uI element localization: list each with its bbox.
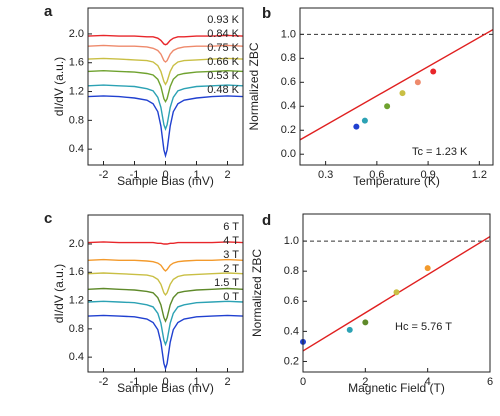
y-tick-label: 0.2 (281, 124, 296, 136)
x-tick-label: 0 (162, 376, 168, 388)
spectrum-line (88, 258, 243, 272)
spectrum-line (88, 44, 243, 63)
y-tick-label: 1.0 (284, 235, 299, 247)
series-label: 0.75 K (207, 42, 239, 54)
series-label: 0.48 K (207, 84, 239, 96)
spectrum-line (88, 287, 243, 323)
y-tick-label: 1.2 (69, 85, 84, 97)
series-label: 0 T (223, 291, 239, 303)
data-point (353, 123, 360, 130)
x-tick-label: -2 (99, 376, 109, 388)
x-tick-label: 2 (224, 376, 230, 388)
data-point (384, 103, 391, 110)
panel: a -2 -1 0 1 2 0.4 0.8 1.2 1.6 2.0 Sample Bias (mV) d… (44, 3, 244, 188)
panel-label: d (262, 212, 271, 229)
x-tick-label: 4 (425, 376, 431, 388)
plot-frame (87, 214, 244, 373)
series-label: 0.84 K (207, 28, 239, 40)
y-tick-label: 2.0 (69, 238, 84, 250)
annotation: Tc = 1.23 K (412, 146, 468, 158)
y-tick-label: 0.6 (281, 76, 296, 88)
x-axis-label: Temperature (K) (353, 174, 440, 188)
y-tick-label: 0.6 (284, 295, 299, 307)
x-tick-label: -1 (130, 169, 140, 181)
data-point (399, 90, 406, 97)
y-tick-label: 0.2 (284, 355, 299, 367)
spectrum-line (88, 69, 243, 104)
y-axis-label: Normalized ZBC (250, 249, 264, 337)
data-point (414, 79, 421, 86)
series-label: 0.66 K (207, 56, 239, 68)
annotation: Hc = 5.76 T (395, 321, 452, 333)
panel: b 0.3 0.6 0.9 1.2 0.0 0.2 0.4 0.6 0.8 1.0 Temperatu… (247, 5, 494, 188)
y-tick-label: 0.0 (281, 148, 296, 160)
y-tick-label: 0.8 (69, 114, 84, 126)
y-tick-label: 0.4 (69, 143, 84, 155)
x-tick-label: 0.6 (369, 169, 384, 181)
x-tick-label: 2 (224, 169, 230, 181)
spectrum-line (88, 95, 243, 159)
series-label: 1.5 T (214, 277, 239, 289)
panel-label: c (44, 210, 52, 227)
series-label: 6 T (223, 221, 239, 233)
x-tick-label: 1 (193, 169, 199, 181)
panel-label: b (262, 5, 271, 22)
series-label: 3 T (223, 249, 239, 261)
y-tick-label: 0.4 (284, 325, 299, 337)
x-tick-label: 0 (162, 169, 168, 181)
x-axis-label: Sample Bias (mV) (117, 174, 214, 188)
data-point (361, 117, 368, 124)
spectrum-line (88, 84, 243, 132)
data-point (430, 68, 437, 75)
x-tick-label: 6 (487, 376, 493, 388)
y-tick-label: 0.8 (281, 52, 296, 64)
y-axis-label: dI/dV (a.u.) (52, 264, 66, 323)
spectrum-line (88, 272, 243, 297)
plot-frame (87, 7, 244, 166)
spectrum-line (88, 57, 243, 86)
y-tick-label: 1.6 (69, 266, 84, 278)
x-tick-label: -1 (130, 376, 140, 388)
y-axis-label: Normalized ZBC (247, 42, 261, 130)
x-tick-label: 1.2 (472, 169, 487, 181)
spectrum-line (88, 241, 243, 245)
x-tick-label: 2 (362, 376, 368, 388)
x-tick-label: 1 (193, 376, 199, 388)
x-tick-label: -2 (99, 169, 109, 181)
series-label: 0.53 K (207, 70, 239, 82)
x-axis-label: Sample Bias (mV) (117, 381, 214, 395)
data-point (346, 326, 353, 333)
y-tick-label: 0.4 (69, 351, 84, 363)
panel-label: a (44, 3, 53, 20)
y-axis-label: dI/dV (a.u.) (52, 57, 66, 116)
x-axis-label: Magnetic Field (T) (348, 381, 445, 395)
y-tick-label: 1.0 (281, 28, 296, 40)
spectrum-line (88, 314, 243, 371)
spectrum-line (88, 300, 243, 347)
series-label: 4 T (223, 235, 239, 247)
panel: c -2 -1 0 1 2 0.4 0.8 1.2 1.6 2.0 Sample Bias (mV) d… (44, 210, 244, 395)
plot-frame (299, 7, 494, 166)
x-tick-label: 0.9 (420, 169, 435, 181)
series-label: 0.93 K (207, 14, 239, 26)
x-tick-label: 0.3 (318, 169, 333, 181)
fit-line (300, 28, 493, 141)
y-tick-label: 2.0 (69, 28, 84, 40)
series-label: 2 T (223, 263, 239, 275)
y-tick-label: 0.4 (281, 100, 296, 112)
x-tick-label: 0 (300, 376, 306, 388)
y-tick-label: 0.8 (69, 323, 84, 335)
data-point (424, 265, 431, 272)
data-point (393, 289, 400, 296)
spectrum-line (88, 34, 243, 46)
panel: d 0 2 4 6 0.2 0.4 0.6 0.8 1.0 Magnetic Field (T) No… (250, 212, 493, 395)
y-tick-label: 1.6 (69, 57, 84, 69)
y-tick-label: 1.2 (69, 294, 84, 306)
y-tick-label: 0.8 (284, 265, 299, 277)
data-point (362, 319, 369, 326)
plot-frame (302, 213, 491, 373)
